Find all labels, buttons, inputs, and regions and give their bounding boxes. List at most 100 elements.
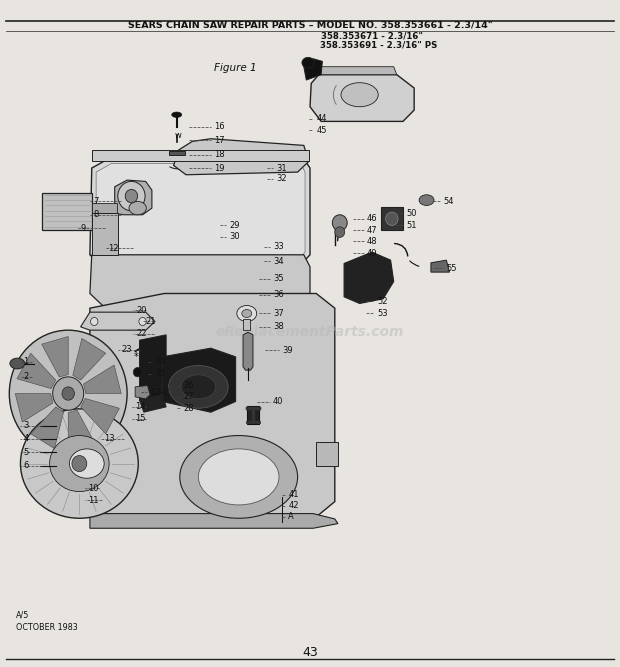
Polygon shape: [15, 394, 53, 422]
Polygon shape: [115, 180, 152, 215]
Text: 41: 41: [288, 490, 299, 500]
Text: 55: 55: [446, 263, 457, 273]
Polygon shape: [31, 407, 64, 449]
Text: 42: 42: [288, 501, 299, 510]
Polygon shape: [90, 514, 338, 528]
Polygon shape: [73, 338, 105, 380]
Polygon shape: [316, 67, 397, 75]
Ellipse shape: [237, 305, 257, 321]
Polygon shape: [81, 312, 155, 330]
Ellipse shape: [50, 436, 109, 492]
Polygon shape: [344, 252, 394, 303]
Text: 358.353671 - 2.3/16": 358.353671 - 2.3/16": [321, 31, 423, 41]
Text: 39: 39: [282, 346, 293, 355]
Polygon shape: [42, 193, 92, 230]
Ellipse shape: [332, 215, 347, 231]
Text: 45: 45: [316, 125, 327, 135]
Text: 11: 11: [88, 496, 99, 505]
Text: 48: 48: [367, 237, 378, 246]
Ellipse shape: [10, 358, 25, 369]
Ellipse shape: [20, 409, 138, 518]
Text: 4: 4: [24, 434, 29, 444]
Text: 30: 30: [229, 232, 240, 241]
Polygon shape: [243, 319, 250, 330]
Text: 38: 38: [273, 322, 283, 331]
Text: w: w: [175, 131, 182, 140]
Text: 33: 33: [273, 242, 283, 251]
Polygon shape: [90, 293, 335, 517]
Text: 50: 50: [406, 209, 417, 218]
Polygon shape: [68, 410, 95, 451]
Text: 1: 1: [24, 357, 29, 366]
Text: 37: 37: [273, 309, 283, 318]
Ellipse shape: [129, 201, 146, 215]
Polygon shape: [304, 59, 322, 80]
Polygon shape: [96, 163, 305, 263]
Polygon shape: [42, 337, 68, 377]
Ellipse shape: [91, 317, 98, 325]
Polygon shape: [247, 406, 259, 424]
Polygon shape: [84, 365, 122, 394]
Text: 13: 13: [104, 434, 115, 444]
Ellipse shape: [9, 330, 127, 457]
Ellipse shape: [386, 212, 398, 225]
Text: SEARS CHAIN SAW REPAIR PARTS – MODEL NO. 358.353661 - 2.3/14": SEARS CHAIN SAW REPAIR PARTS – MODEL NO.…: [128, 21, 492, 30]
Text: 47: 47: [367, 225, 378, 235]
Text: 36: 36: [273, 290, 283, 299]
Ellipse shape: [125, 189, 138, 203]
Text: 12: 12: [108, 243, 119, 253]
Polygon shape: [431, 260, 450, 272]
Ellipse shape: [335, 227, 345, 237]
Text: 35: 35: [273, 274, 283, 283]
Text: 26: 26: [183, 381, 193, 390]
Text: 8: 8: [93, 210, 99, 219]
Text: 9: 9: [81, 223, 86, 233]
Ellipse shape: [62, 387, 74, 400]
Polygon shape: [316, 442, 338, 466]
Text: 43: 43: [302, 646, 318, 659]
Text: A: A: [288, 512, 294, 522]
Text: 19: 19: [214, 163, 224, 173]
Text: 17: 17: [214, 135, 224, 145]
Polygon shape: [92, 203, 117, 213]
Text: 54: 54: [443, 197, 454, 206]
Ellipse shape: [133, 368, 142, 377]
Text: 29: 29: [229, 221, 240, 230]
Ellipse shape: [198, 449, 279, 505]
Polygon shape: [135, 386, 150, 399]
Polygon shape: [310, 75, 414, 121]
Polygon shape: [162, 348, 236, 412]
Text: 21: 21: [146, 317, 156, 326]
Text: 16: 16: [214, 122, 224, 131]
Polygon shape: [243, 332, 253, 370]
Text: 13-C: 13-C: [150, 388, 169, 397]
Ellipse shape: [341, 83, 378, 107]
Text: 49: 49: [367, 249, 378, 258]
Ellipse shape: [242, 309, 252, 317]
Text: 51: 51: [406, 221, 417, 230]
Text: 32: 32: [276, 174, 286, 183]
Polygon shape: [169, 151, 185, 155]
Text: 15: 15: [135, 414, 146, 424]
Polygon shape: [140, 335, 166, 400]
Text: 28: 28: [183, 404, 193, 413]
Text: *: *: [134, 352, 139, 362]
Text: A/5
OCTOBER 1983: A/5 OCTOBER 1983: [16, 611, 78, 632]
Ellipse shape: [169, 366, 228, 408]
Ellipse shape: [139, 317, 146, 325]
Text: 10: 10: [88, 484, 99, 493]
Text: 24: 24: [155, 357, 166, 366]
Ellipse shape: [302, 57, 314, 68]
Text: 23: 23: [121, 345, 131, 354]
Polygon shape: [92, 213, 118, 255]
Text: 5: 5: [24, 448, 29, 457]
Text: 22: 22: [136, 329, 147, 338]
Ellipse shape: [53, 377, 84, 410]
Text: 44: 44: [316, 114, 327, 123]
Ellipse shape: [72, 456, 87, 472]
Polygon shape: [381, 207, 403, 230]
Ellipse shape: [181, 375, 216, 399]
Polygon shape: [140, 395, 166, 412]
Text: 18: 18: [214, 150, 224, 159]
Text: Figure 1: Figure 1: [215, 63, 257, 73]
